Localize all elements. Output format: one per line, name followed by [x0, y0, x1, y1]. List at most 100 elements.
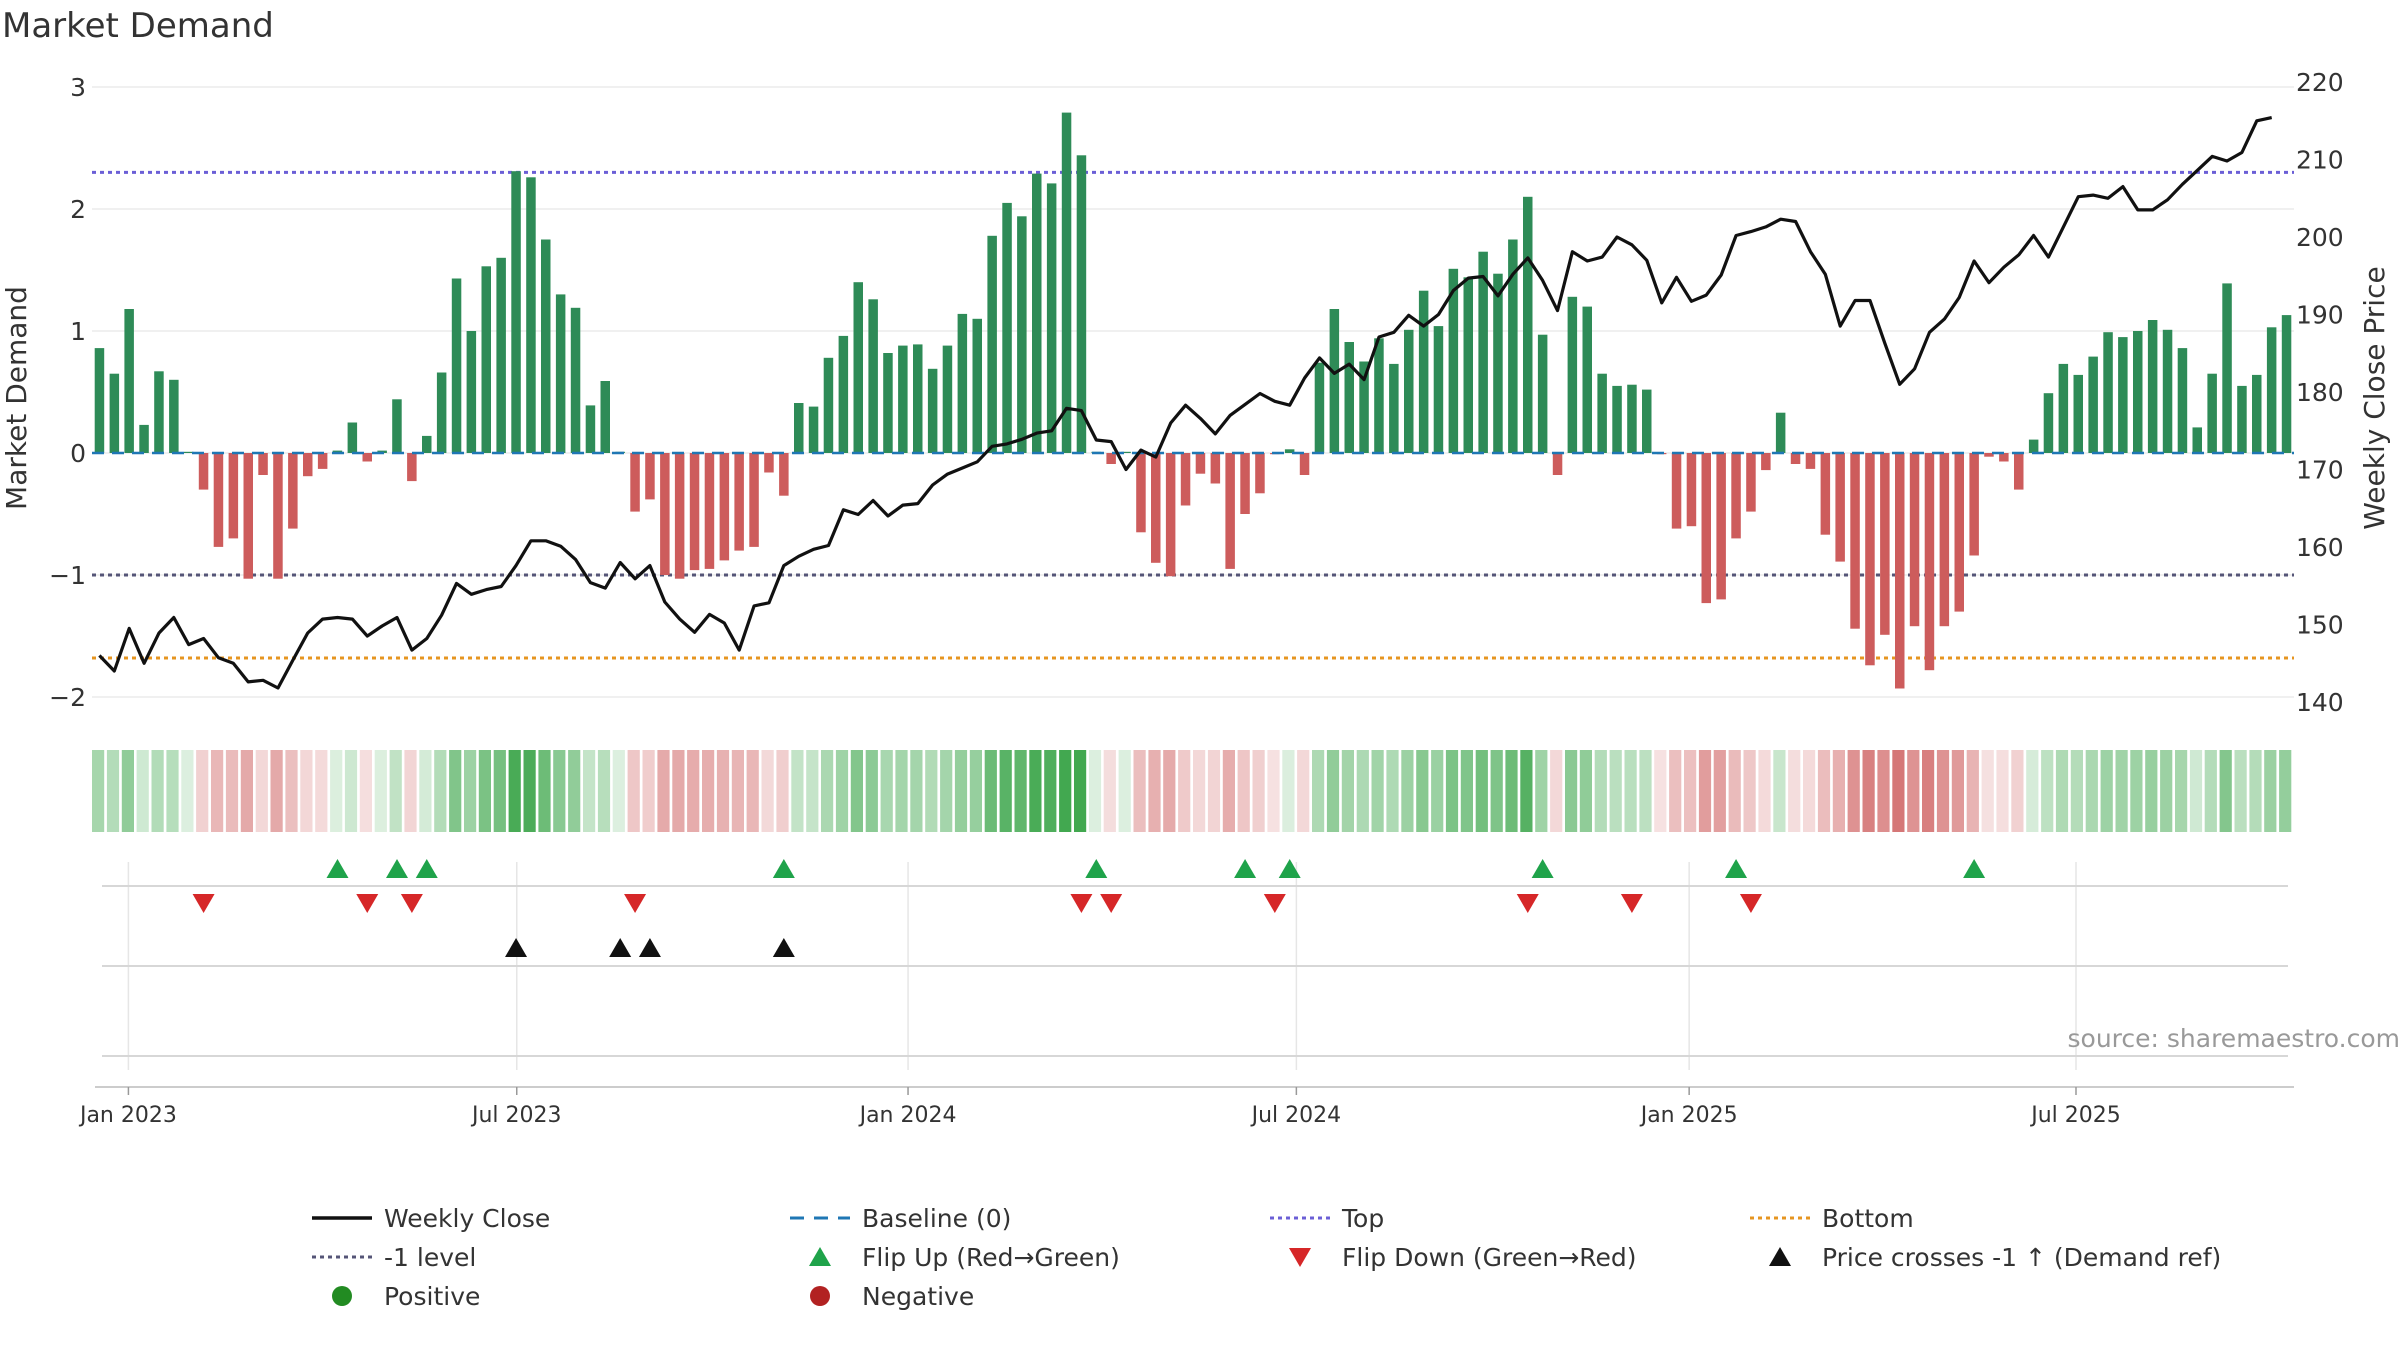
- heat-cell: [1951, 750, 1964, 832]
- demand-bar: [1612, 385, 1622, 453]
- heat-cell: [1936, 750, 1950, 832]
- demand-bar: [734, 453, 744, 551]
- heat-cell: [776, 750, 789, 832]
- demand-bar: [1329, 309, 1340, 453]
- y-axis-label: Market Demand: [0, 286, 33, 510]
- flip-down-marker: [1100, 894, 1123, 913]
- heat-cell: [1698, 750, 1712, 832]
- heat-cell: [240, 750, 253, 832]
- y2-tick-label: 140: [2296, 688, 2344, 717]
- weekly-close-line: [98, 116, 2273, 690]
- heat-cell: [1460, 750, 1473, 832]
- demand-bars: [92, 112, 2294, 689]
- chart-title: Market Demand: [2, 6, 274, 46]
- demand-bar: [2133, 331, 2143, 453]
- heat-cell: [2026, 750, 2039, 832]
- demand-bar: [600, 381, 610, 453]
- demand-bar: [779, 453, 789, 496]
- heat-cell: [2249, 750, 2262, 832]
- heat-cell: [1758, 750, 1771, 832]
- heat-cell: [984, 750, 997, 832]
- demand-bar: [1642, 389, 1652, 453]
- heat-cell: [1728, 750, 1741, 832]
- demand-bar: [1151, 453, 1161, 563]
- demand-bar: [1999, 453, 2009, 462]
- heat-cell: [270, 750, 283, 832]
- heat-cell: [1877, 750, 1890, 832]
- heat-cell: [925, 750, 938, 832]
- heat-cell: [1431, 750, 1444, 832]
- heat-cell: [151, 750, 164, 832]
- demand-bar: [288, 453, 298, 529]
- demand-bar: [1746, 453, 1756, 512]
- heat-cell: [910, 750, 923, 832]
- heat-cell: [1713, 750, 1726, 832]
- demand-bar: [139, 424, 149, 453]
- flip-up-marker: [1085, 859, 1108, 878]
- heat-cell: [2130, 750, 2143, 832]
- heat-cell: [880, 750, 893, 832]
- heat-cell: [1088, 750, 1102, 832]
- demand-bar: [273, 453, 283, 579]
- y-axis: −2 −1 0 1 2 3: [49, 73, 86, 712]
- heat-cell: [1609, 750, 1622, 832]
- heat-cell: [121, 750, 134, 832]
- flip-down-marker: [400, 894, 423, 913]
- demand-bar: [1895, 453, 1905, 689]
- heat-cell: [419, 750, 432, 832]
- heat-cell: [330, 750, 343, 832]
- heat-cell: [2189, 750, 2203, 832]
- demand-bar: [1284, 449, 1295, 453]
- demand-bar: [1865, 453, 1875, 666]
- demand-bar: [1731, 453, 1741, 539]
- demand-bar: [154, 371, 164, 453]
- heat-cell: [1981, 750, 1994, 832]
- demand-bar: [1478, 251, 1488, 453]
- heat-cell: [1475, 750, 1488, 832]
- heat-cell: [1773, 750, 1786, 832]
- heat-cell: [92, 750, 105, 832]
- heat-cell: [672, 750, 685, 832]
- flip-down-marker: [1516, 894, 1539, 913]
- demand-bar: [1909, 453, 1920, 627]
- demand-bar: [868, 299, 878, 453]
- demand-bar: [2252, 374, 2262, 453]
- heat-cell: [478, 750, 491, 832]
- heat-cell: [1416, 750, 1429, 832]
- heat-cell: [508, 750, 521, 832]
- heat-cell: [1520, 750, 1533, 832]
- demand-bar: [972, 318, 982, 453]
- demand-bar: [198, 453, 209, 490]
- heat-cell: [553, 750, 566, 832]
- heat-cell: [731, 750, 744, 832]
- demand-bar: [183, 451, 194, 453]
- heat-cell: [746, 750, 759, 832]
- heat-cell: [1847, 750, 1860, 832]
- heat-cell: [2219, 750, 2232, 832]
- heat-cell: [2264, 750, 2277, 832]
- demand-bar: [1939, 453, 1950, 627]
- demand-bar: [407, 453, 417, 482]
- demand-bar: [466, 331, 477, 453]
- demand-bar: [1627, 384, 1637, 453]
- flip-up-marker: [1963, 859, 1986, 878]
- demand-bar: [838, 335, 849, 453]
- flip-down-marker: [192, 894, 215, 913]
- heat-cell: [1832, 750, 1845, 832]
- heat-cell: [1267, 750, 1280, 832]
- heat-cell: [642, 750, 655, 832]
- demand-bar: [1835, 453, 1845, 562]
- heat-cell: [1059, 750, 1072, 832]
- demand-bar: [1076, 155, 1087, 454]
- heat-cell: [1966, 750, 1979, 832]
- flip-up-marker: [386, 859, 409, 878]
- demand-bar: [1597, 373, 1607, 453]
- heat-cell: [1669, 750, 1682, 832]
- y-tick-label: 3: [70, 73, 86, 102]
- heat-cell: [1892, 750, 1905, 832]
- y2-axis: 140 150 160 170 180 190 200 210 220: [2296, 68, 2344, 717]
- demand-bar: [1805, 453, 1816, 469]
- x-axis: Jan 2023 Jul 2023 Jan 2024 Jul 2024 Jan 2025…: [78, 1087, 2121, 1128]
- demand-bar: [124, 309, 134, 453]
- heat-cell: [1490, 750, 1503, 832]
